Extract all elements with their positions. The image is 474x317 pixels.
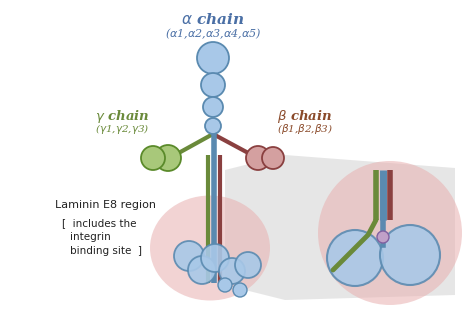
Circle shape	[201, 244, 229, 272]
Circle shape	[201, 73, 225, 97]
Circle shape	[188, 256, 216, 284]
Text: Laminin E8 region: Laminin E8 region	[55, 200, 156, 210]
Text: $\beta$ chain: $\beta$ chain	[277, 108, 333, 125]
Text: ($\alpha$1,$\alpha$2,$\alpha$3,$\alpha$4,$\alpha$5): ($\alpha$1,$\alpha$2,$\alpha$3,$\alpha$4…	[165, 26, 261, 41]
Circle shape	[218, 278, 232, 292]
Text: $\gamma$ chain: $\gamma$ chain	[95, 108, 149, 125]
Circle shape	[203, 97, 223, 117]
Circle shape	[380, 225, 440, 285]
Circle shape	[318, 161, 462, 305]
Text: integrin: integrin	[70, 232, 111, 242]
Circle shape	[233, 283, 247, 297]
Polygon shape	[225, 155, 455, 300]
Ellipse shape	[150, 196, 270, 301]
Circle shape	[219, 258, 245, 284]
Text: ($\beta$1,$\beta$2,$\beta$3): ($\beta$1,$\beta$2,$\beta$3)	[277, 122, 333, 136]
Circle shape	[246, 146, 270, 170]
Circle shape	[174, 241, 204, 271]
Circle shape	[141, 146, 165, 170]
Text: [  includes the: [ includes the	[62, 218, 137, 228]
Circle shape	[262, 147, 284, 169]
Text: binding site  ]: binding site ]	[70, 246, 142, 256]
Circle shape	[235, 252, 261, 278]
Circle shape	[205, 118, 221, 134]
Circle shape	[197, 42, 229, 74]
Circle shape	[327, 230, 383, 286]
Circle shape	[155, 145, 181, 171]
Text: $\alpha$ chain: $\alpha$ chain	[181, 12, 245, 27]
Text: ($\gamma$1,$\gamma$2,$\gamma$3): ($\gamma$1,$\gamma$2,$\gamma$3)	[95, 122, 149, 136]
Circle shape	[377, 231, 389, 243]
